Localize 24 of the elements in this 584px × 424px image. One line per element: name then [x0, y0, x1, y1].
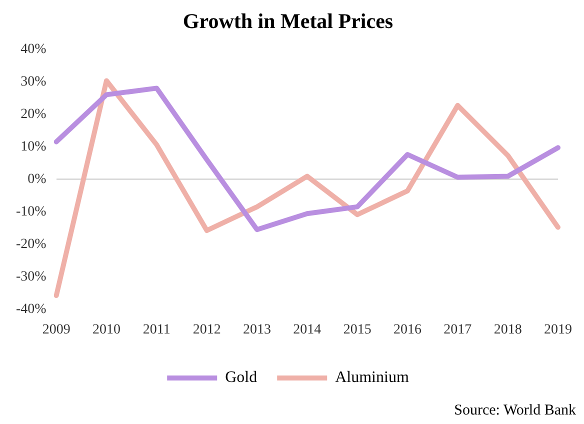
source-note: Source: World Bank [454, 402, 576, 418]
legend-label: Aluminium [335, 369, 410, 386]
y-tick-label: 10% [20, 139, 47, 154]
x-tick-label: 2012 [192, 322, 221, 338]
y-tick-label: -10% [16, 204, 47, 220]
y-tick-label: 40% [20, 42, 47, 57]
y-tick-label: 0% [28, 172, 47, 187]
x-tick-label: 2016 [393, 322, 422, 338]
x-tick-label: 2011 [142, 322, 170, 338]
chart-title: Growth in Metal Prices [182, 9, 394, 34]
x-tick-label: 2013 [242, 322, 271, 338]
y-tick-label: -40% [16, 302, 47, 317]
y-tick-label: 30% [20, 74, 47, 90]
legend-label: Gold [225, 369, 258, 386]
y-tick-label: -20% [16, 236, 47, 252]
x-tick-label: 2017 [444, 322, 472, 338]
x-tick-label: 2015 [343, 322, 372, 338]
y-tick-label: 20% [20, 106, 47, 122]
x-tick-label: 2010 [92, 322, 120, 338]
x-tick-label: 2018 [494, 322, 522, 338]
x-tick-label: 2019 [544, 322, 572, 338]
y-tick-label: -30% [16, 269, 47, 284]
x-tick-label: 2009 [42, 322, 70, 338]
x-tick-label: 2014 [293, 322, 322, 338]
